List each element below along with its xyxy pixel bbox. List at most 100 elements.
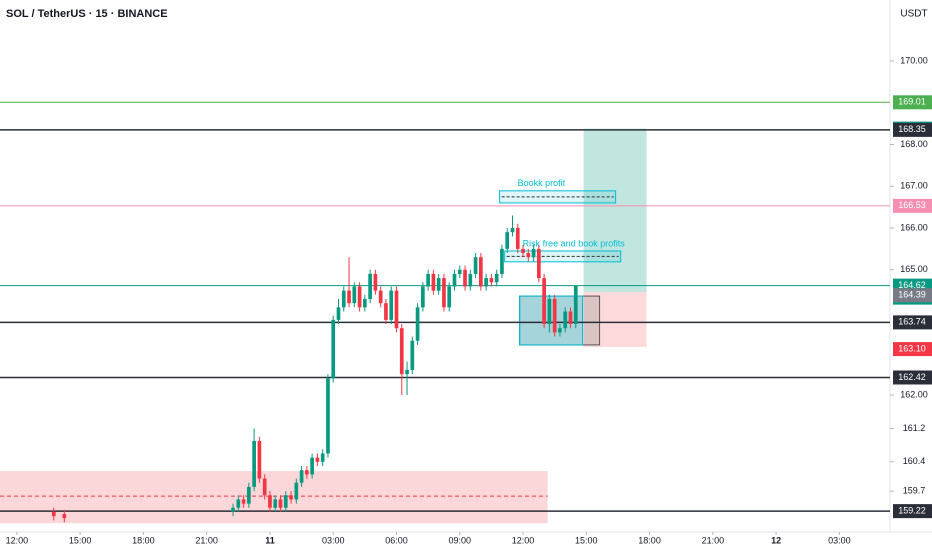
price-label-bg: [893, 342, 932, 357]
candle-body: [421, 286, 425, 308]
candle-body: [426, 273, 430, 287]
price-label-bg: [893, 122, 932, 137]
zone: [583, 128, 647, 292]
candle-body: [542, 278, 546, 325]
candle-body: [347, 290, 351, 304]
candle-body: [257, 440, 262, 479]
y-tick-label: 162.00: [900, 389, 928, 399]
x-tick-label: 18:00: [132, 535, 155, 545]
price-label: 162.42: [893, 370, 932, 385]
price-label-text: 168.35: [898, 124, 926, 134]
candle-body: [341, 290, 346, 308]
y-tick-label: 167.00: [900, 181, 928, 191]
price-label: 164.39: [893, 288, 932, 303]
x-tick-label: 12:00: [512, 535, 535, 545]
zone: [583, 291, 647, 348]
candle-body: [299, 470, 304, 483]
candle-body: [268, 495, 272, 508]
candle-body: [515, 228, 520, 249]
x-tick-label: 15:00: [575, 535, 598, 545]
candle-body: [289, 495, 293, 500]
price-label-bg: [893, 95, 932, 110]
price-label-text: 162.42: [898, 372, 926, 382]
price-label-text: 169.01: [898, 97, 926, 107]
candle-body: [568, 311, 573, 325]
candle-body: [278, 499, 283, 508]
candle-body: [389, 290, 394, 320]
candle-body: [247, 486, 251, 504]
y-tick-label: 161.2: [903, 423, 926, 433]
candle-body: [547, 298, 552, 325]
candle-body: [336, 307, 341, 320]
candle-body: [442, 278, 446, 308]
candle-body: [531, 248, 536, 258]
candle-body: [315, 457, 320, 462]
candle-body: [521, 248, 525, 254]
candle-body: [468, 273, 473, 287]
y-tick-label: 159.7: [903, 485, 926, 495]
x-tick-label: 21:00: [702, 535, 725, 545]
candle-body: [484, 278, 488, 287]
candle-body: [262, 478, 267, 496]
candle-body: [236, 499, 241, 508]
candle-body: [526, 253, 531, 258]
candle-body: [373, 273, 378, 291]
x-tick-label: 11: [265, 535, 275, 545]
price-label: 166.53: [893, 198, 932, 213]
price-label-text: 163.10: [898, 343, 926, 353]
x-tick-label: 21:00: [195, 535, 218, 545]
y-tick-label: 170.00: [900, 55, 928, 65]
candle-body: [452, 273, 457, 287]
candle-body: [252, 440, 256, 487]
candle-body: [573, 285, 578, 325]
candle-body: [489, 278, 494, 283]
candle-body: [415, 307, 420, 341]
price-label-text: 166.53: [898, 200, 926, 210]
price-label-bg: [893, 198, 932, 213]
candle-body: [463, 269, 467, 287]
y-tick-label: 160.4: [903, 456, 926, 466]
candle-body: [479, 257, 483, 287]
candle-body: [563, 311, 568, 329]
x-tick-label: 12:00: [6, 535, 29, 545]
currency-label: USDT: [900, 9, 927, 20]
zone: [519, 295, 601, 346]
price-label-text: 164.62: [898, 280, 926, 290]
x-tick-label: 06:00: [385, 535, 408, 545]
price-label-text: 163.74: [898, 317, 926, 327]
price-label-bg: [893, 288, 932, 303]
candle-body: [294, 482, 299, 500]
candle-body: [363, 298, 367, 308]
candle-body: [368, 273, 372, 299]
candle-body: [494, 273, 499, 283]
candle-body: [431, 273, 436, 291]
candle-body: [320, 453, 325, 462]
candle-body: [399, 328, 404, 375]
candle-body: [51, 511, 56, 517]
candle-body: [273, 499, 278, 508]
candle-body: [384, 303, 388, 320]
price-label: 163.74: [893, 315, 932, 330]
x-tick-label: 18:00: [638, 535, 661, 545]
candle-body: [326, 378, 330, 454]
candle-body: [510, 228, 515, 233]
price-label-text: 159.22: [898, 505, 926, 515]
candle-body: [500, 248, 504, 274]
candle-body: [436, 278, 441, 291]
price-label-text: 164.39: [898, 290, 926, 300]
candle-body: [357, 286, 362, 308]
candle-body: [283, 495, 288, 508]
x-tick-label: 03:00: [322, 535, 345, 545]
candle-body: [231, 507, 235, 512]
candle-body: [352, 286, 357, 304]
chart-title: SOL / TetherUS · 15 · BINANCE: [6, 8, 168, 20]
candle-body: [405, 369, 409, 375]
candle-body: [410, 340, 415, 370]
x-tick-label: 03:00: [828, 535, 851, 545]
candle-body: [473, 257, 478, 274]
candle-body: [447, 286, 452, 308]
price-label-bg: [893, 504, 932, 519]
x-tick-label: 12: [771, 535, 781, 545]
price-label: 168.35: [893, 122, 932, 137]
